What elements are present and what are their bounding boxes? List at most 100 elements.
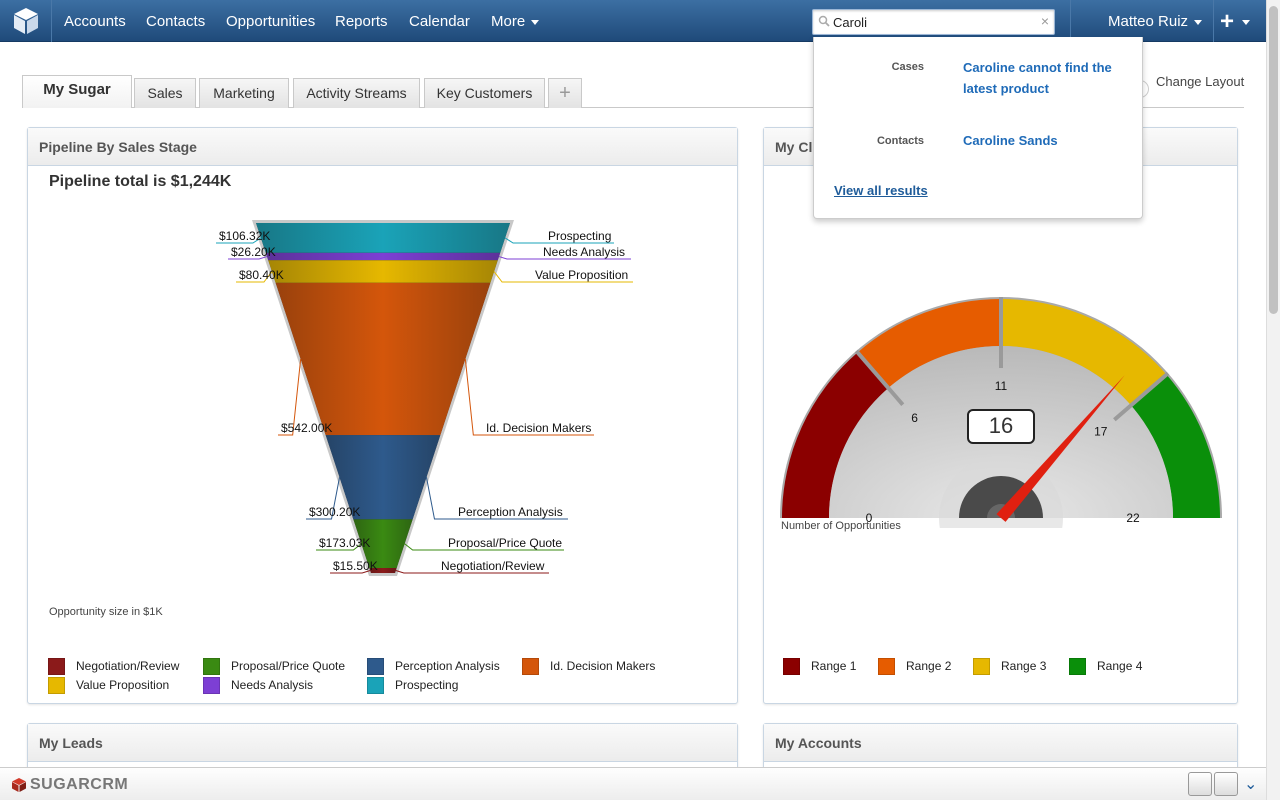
tab-sales[interactable]: Sales: [134, 78, 196, 108]
tab-my-sugar[interactable]: My Sugar: [22, 75, 132, 108]
dashlet-title[interactable]: My Leads: [28, 724, 737, 762]
gauge-tick-label: 22: [1126, 511, 1140, 525]
nav-divider: [1213, 0, 1214, 42]
funnel-chart: $106.32K Prospecting $26.20K Needs Analysis…: [216, 220, 633, 576]
funnel-value-label: $80.40K: [239, 268, 284, 282]
legend-swatch: [878, 658, 895, 675]
funnel-segment[interactable]: [369, 568, 397, 573]
tab-key-customers[interactable]: Key Customers: [424, 78, 545, 108]
plus-icon: +: [1220, 8, 1235, 35]
funnel-value-label: $300.20K: [309, 505, 360, 519]
leader-line: [216, 237, 262, 244]
leader-line: [395, 570, 549, 574]
user-menu[interactable]: Matteo Ruiz: [1108, 13, 1203, 30]
dashlet-title[interactable]: Pipeline By Sales Stage: [28, 128, 737, 166]
gauge-dashlet: My Cl 0 6 11 17 22 16 Number of Opportunitie…: [763, 127, 1238, 704]
user-name: Matteo Ruiz: [1108, 13, 1189, 30]
change-layout-link[interactable]: Change Layout: [1156, 74, 1245, 89]
legend-label: Perception Analysis: [395, 659, 500, 673]
funnel-value-label: $542.00K: [281, 421, 332, 435]
nav-reports[interactable]: Reports: [335, 13, 388, 30]
gauge-footnote: Number of Opportunities: [781, 520, 901, 532]
legend-label: Needs Analysis: [231, 678, 314, 692]
tour-icon[interactable]: [1188, 772, 1212, 796]
gauge-value-display: 16: [967, 409, 1035, 444]
legend-label: Range 4: [1097, 659, 1143, 673]
gauge-range-band[interactable]: [782, 352, 889, 518]
clear-search-icon[interactable]: ×: [1040, 13, 1049, 29]
footer-bar: SUGARCRM ⌄: [0, 767, 1266, 800]
footer-brand: SUGARCRM: [30, 776, 129, 793]
leader-line: [493, 271, 633, 283]
gauge-chart: 0 6 11 17 22: [780, 297, 1222, 528]
collapse-footer-icon[interactable]: ⌄: [1244, 776, 1258, 793]
legend-swatch: [1069, 658, 1086, 675]
legend-swatch: [48, 677, 65, 694]
gauge-tick: [1113, 371, 1170, 422]
chevron-down-icon: [531, 19, 540, 25]
leader-line: [404, 543, 564, 551]
search-results-dropdown: Cases Caroline cannot find the latest pr…: [813, 37, 1143, 219]
gauge-range-band[interactable]: [1130, 374, 1220, 518]
gauge-tick-label: 11: [995, 379, 1008, 393]
funnel-segment[interactable]: [325, 435, 441, 520]
gauge-tick-label: 17: [1094, 425, 1108, 439]
nav-calendar[interactable]: Calendar: [409, 13, 470, 30]
funnel-category-label: Id. Decision Makers: [486, 421, 591, 435]
funnel-category-label: Needs Analysis: [543, 245, 625, 259]
gauge-tick: [854, 349, 905, 406]
legend-swatch: [522, 658, 539, 675]
add-tab-button[interactable]: +: [548, 78, 582, 108]
pipeline-dashlet: Pipeline By Sales Stage Pipeline total i…: [27, 127, 738, 704]
sugar-cube-icon: [12, 778, 26, 792]
funnel-segment[interactable]: [265, 252, 501, 261]
nav-contacts[interactable]: Contacts: [146, 13, 206, 30]
legend-label: Value Proposition: [76, 678, 170, 692]
leader-line: [425, 477, 568, 520]
funnel-legend: Negotiation/Review Proposal/Price Quote Pe…: [48, 658, 728, 698]
leader-line: [228, 256, 268, 260]
tab-marketing[interactable]: Marketing: [199, 78, 289, 108]
chevron-down-icon: [1242, 20, 1251, 26]
funnel-value-label: $15.50K: [333, 559, 378, 573]
leader-line: [236, 271, 273, 283]
page-scrollbar[interactable]: [1266, 0, 1280, 800]
gauge-needle: [996, 375, 1125, 522]
tab-activity-streams[interactable]: Activity Streams: [293, 78, 420, 108]
legend-swatch: [973, 658, 990, 675]
result-case-link[interactable]: Caroline cannot find the latest product: [963, 60, 1112, 96]
leader-line: [330, 570, 371, 574]
gauge-range-band[interactable]: [1001, 299, 1167, 406]
leader-line: [498, 256, 631, 260]
nav-more-label: More: [491, 13, 526, 30]
legend-swatch: [783, 658, 800, 675]
nav-more[interactable]: More: [491, 13, 540, 30]
funnel-segment[interactable]: [353, 519, 413, 569]
gauge-range-band[interactable]: [857, 299, 1001, 389]
sugar-cube-logo-icon[interactable]: [0, 0, 52, 42]
legend-swatch: [367, 658, 384, 675]
nav-accounts[interactable]: Accounts: [64, 13, 126, 30]
result-contact-link[interactable]: Caroline Sands: [963, 133, 1058, 148]
nav-opportunities[interactable]: Opportunities: [226, 13, 316, 30]
funnel-category-label: Prospecting: [548, 229, 611, 243]
gauge-tick-label: 6: [911, 411, 918, 425]
funnel-segment[interactable]: [268, 260, 498, 283]
funnel-category-label: Negotiation/Review: [441, 559, 545, 573]
scrollbar-thumb[interactable]: [1269, 6, 1278, 314]
funnel-value-label: $173.03K: [319, 536, 370, 550]
legend-label: Proposal/Price Quote: [231, 659, 346, 673]
funnel-segment[interactable]: [256, 223, 510, 253]
dashlet-title[interactable]: My Accounts: [764, 724, 1237, 762]
feedback-icon[interactable]: [1214, 772, 1238, 796]
legend-label: Range 3: [1001, 659, 1047, 673]
funnel-category-label: Value Proposition: [535, 268, 628, 282]
leader-line: [306, 477, 341, 520]
results-category-cases: Cases: [891, 61, 924, 73]
funnel-value-label: $26.20K: [231, 245, 276, 259]
legend-swatch: [367, 677, 384, 694]
view-all-results-link[interactable]: View all results: [834, 183, 928, 198]
funnel-segment[interactable]: [275, 282, 491, 436]
quick-create-button[interactable]: +: [1220, 8, 1251, 36]
search-input[interactable]: [833, 13, 1033, 31]
